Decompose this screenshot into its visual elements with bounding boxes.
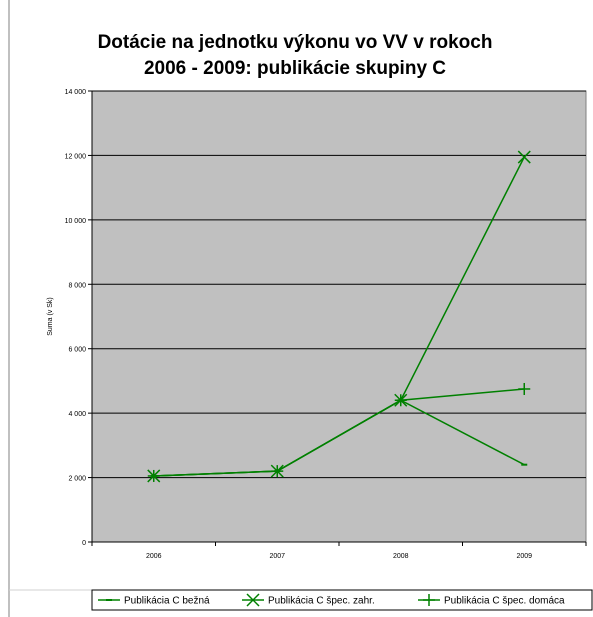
y-tick-label: 6 000 [68,347,86,354]
x-tick-label: 2008 [393,553,409,560]
x-tick-label: 2009 [516,553,532,560]
legend-label-3: Publikácia C špec. domáca [444,596,565,607]
chart-title: Dotácie na jednotku výkonu vo VV v rokoc… [60,30,530,82]
y-tick-label: 0 [82,540,86,547]
legend-box [91,589,593,611]
chart-title-line-2: 2006 - 2009: publikácie skupiny C [143,58,447,79]
series-2-point [517,150,531,164]
y-tick-label: 4 000 [68,411,86,418]
y-tick-label: 12 000 [65,153,87,160]
x-tick-label: 2006 [146,553,162,560]
y-tick-label: 8 000 [68,282,86,289]
chart-title-line-1: Dotácie na jednotku výkonu vo VV v rokoc… [97,32,493,53]
plot-area [91,90,587,543]
y-tick-label: 14 000 [65,89,87,96]
y-tick-label: 10 000 [65,218,87,225]
legend-marker-2 [246,593,260,607]
series-line-3 [153,388,525,477]
y-axis-label: Suma (v Sk) [47,297,54,336]
y-tick-label: 2 000 [68,476,86,483]
x-tick-label: 2007 [269,553,285,560]
legend-label-1: Publikácia C bežná [124,596,210,607]
legend-label-2: Publikácia C špec. zahr. [268,596,375,607]
